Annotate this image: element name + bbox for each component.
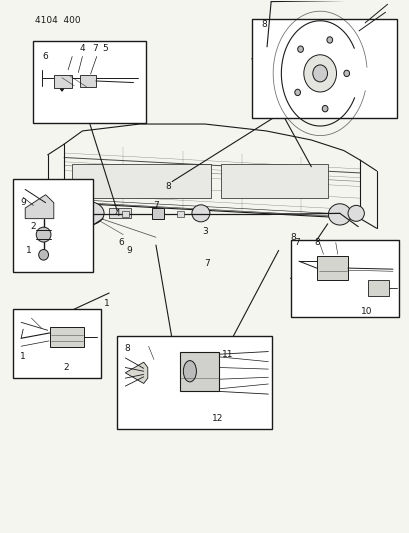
Bar xyxy=(54,75,72,88)
Text: 6: 6 xyxy=(43,52,48,61)
Bar xyxy=(180,352,219,391)
Text: 11: 11 xyxy=(221,350,233,359)
Ellipse shape xyxy=(312,65,327,82)
Bar xyxy=(317,256,347,280)
Text: 1: 1 xyxy=(26,246,32,255)
Text: 1: 1 xyxy=(104,299,110,308)
Bar xyxy=(109,208,131,217)
Ellipse shape xyxy=(326,37,332,43)
Text: 4104  400: 4104 400 xyxy=(35,15,81,25)
Text: 8: 8 xyxy=(124,344,130,353)
Bar xyxy=(117,336,272,429)
Text: 10: 10 xyxy=(360,307,371,316)
Bar xyxy=(13,309,101,378)
Bar xyxy=(49,327,84,348)
Ellipse shape xyxy=(343,70,349,77)
Bar xyxy=(368,280,388,296)
Ellipse shape xyxy=(36,227,51,242)
Ellipse shape xyxy=(297,46,303,52)
Ellipse shape xyxy=(294,89,300,95)
Bar xyxy=(177,211,183,217)
Bar xyxy=(80,75,96,87)
Text: 5: 5 xyxy=(102,44,108,53)
FancyArrow shape xyxy=(60,78,63,91)
Bar xyxy=(122,211,128,217)
Ellipse shape xyxy=(347,205,364,221)
Ellipse shape xyxy=(303,55,336,92)
Text: 6: 6 xyxy=(118,238,124,247)
Text: 4: 4 xyxy=(79,44,85,53)
Bar xyxy=(221,164,327,198)
Text: 7: 7 xyxy=(293,238,299,247)
Text: 8: 8 xyxy=(261,20,267,29)
Text: 8: 8 xyxy=(165,182,171,191)
Polygon shape xyxy=(25,195,54,219)
Text: 12: 12 xyxy=(211,414,222,423)
Text: 4: 4 xyxy=(114,209,120,218)
Bar xyxy=(151,208,164,219)
Bar xyxy=(290,240,398,317)
Text: 8: 8 xyxy=(289,233,295,242)
Text: 3: 3 xyxy=(202,228,207,237)
Text: 7: 7 xyxy=(204,260,209,268)
Bar xyxy=(252,19,396,118)
Text: 9: 9 xyxy=(126,246,132,255)
Ellipse shape xyxy=(191,205,209,222)
Ellipse shape xyxy=(183,361,196,382)
Text: 8: 8 xyxy=(314,238,319,247)
Ellipse shape xyxy=(321,106,327,112)
Bar xyxy=(33,41,145,123)
Text: 9: 9 xyxy=(20,198,26,207)
Text: 2: 2 xyxy=(63,363,69,372)
Text: 1: 1 xyxy=(20,352,26,361)
Ellipse shape xyxy=(38,249,48,260)
Text: 2: 2 xyxy=(31,222,36,231)
Ellipse shape xyxy=(328,204,351,225)
Ellipse shape xyxy=(73,201,104,225)
Bar xyxy=(72,164,211,198)
Polygon shape xyxy=(125,362,147,383)
Text: 7: 7 xyxy=(92,44,97,53)
Text: 7: 7 xyxy=(153,201,158,210)
Bar xyxy=(13,179,92,272)
